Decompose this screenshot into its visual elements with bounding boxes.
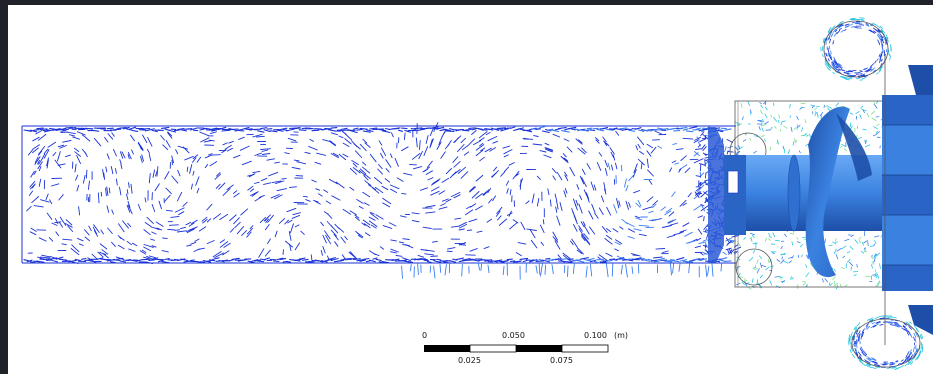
- outlet-diffuser: [882, 55, 933, 345]
- scale-label-0100: 0.100: [584, 331, 607, 340]
- volute-rings: [823, 20, 921, 368]
- inlet-bell: [708, 127, 724, 263]
- scale-label-0050: 0.050: [502, 331, 525, 340]
- scale-label-0: 0: [422, 331, 427, 340]
- cfd-viewport: 0 0.050 0.100 (m) 0.025 0.075: [8, 5, 933, 374]
- pump-assembly: [708, 20, 933, 368]
- hub-window: [727, 170, 739, 194]
- scale-bar: 0 0.050 0.100 (m) 0.025 0.075: [422, 331, 628, 365]
- impeller-blade: [805, 106, 850, 278]
- scale-unit: (m): [614, 331, 628, 340]
- casing-circle-bottom: [735, 248, 773, 286]
- scale-label-0025: 0.025: [458, 356, 481, 365]
- velocity-vector-plot: 0 0.050 0.100 (m) 0.025 0.075: [21, 17, 933, 371]
- inlet-hub: [724, 155, 746, 235]
- inlet-pipe: [21, 125, 736, 264]
- scale-label-0075: 0.075: [550, 356, 573, 365]
